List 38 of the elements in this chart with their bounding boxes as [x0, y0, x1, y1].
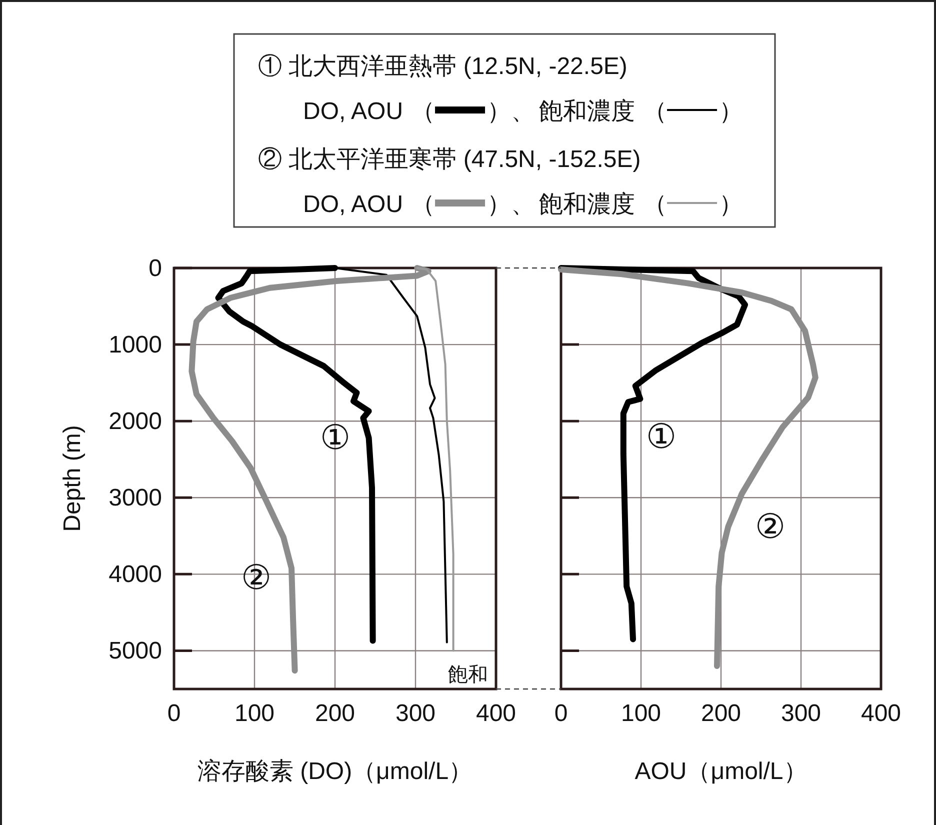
legend-label: 飽和濃度	[539, 98, 636, 125]
x-tick-label: 300	[780, 700, 822, 727]
legend-label: DO, AOU	[303, 191, 404, 218]
text: ）	[719, 98, 744, 125]
x-tick-label: 100	[234, 700, 275, 727]
y-tick-label: 1000	[108, 332, 162, 359]
y-tick-label: 3000	[108, 484, 162, 512]
x-tick-label: 200	[700, 700, 742, 727]
y-tick-label: 4000	[108, 561, 162, 588]
text: ）	[719, 191, 744, 218]
text: （	[643, 98, 668, 125]
x-tick-label: 300	[395, 700, 436, 727]
text: ① 北大西洋亜熱帯 (12.5N, -22.5E)	[258, 53, 628, 80]
text: （	[411, 98, 436, 125]
annotation: ①	[320, 419, 350, 457]
text: ）、	[487, 98, 536, 125]
text: （	[411, 191, 436, 218]
annotation: 飽和	[448, 664, 488, 686]
text: ② 北太平洋亜寒帯 (47.5N, -152.5E)	[258, 146, 641, 173]
x-tick-label: 200	[314, 700, 356, 727]
x-axis-title: 溶存酸素 (DO)（μmol/L）	[197, 758, 473, 785]
y-tick-label: 5000	[108, 638, 162, 665]
y-axis-title: Depth (m)	[59, 425, 86, 532]
y-tick-label: 2000	[108, 408, 162, 436]
x-tick-label: 400	[860, 700, 902, 727]
legend-label: 飽和濃度	[539, 191, 636, 218]
x-axis-title: AOU（μmol/L）	[634, 758, 808, 785]
annotation: ②	[755, 508, 785, 546]
x-tick-label: 100	[620, 700, 662, 727]
legend-label: DO, AOU	[303, 98, 404, 125]
text: （	[643, 191, 668, 218]
annotation: ②	[241, 559, 271, 597]
y-tick-label: 0	[148, 255, 162, 282]
text: ）、	[487, 191, 536, 218]
x-tick-label: 400	[476, 700, 516, 727]
x-tick-label: 0	[167, 700, 181, 727]
annotation: ①	[646, 418, 676, 456]
x-tick-label: 0	[554, 700, 568, 727]
